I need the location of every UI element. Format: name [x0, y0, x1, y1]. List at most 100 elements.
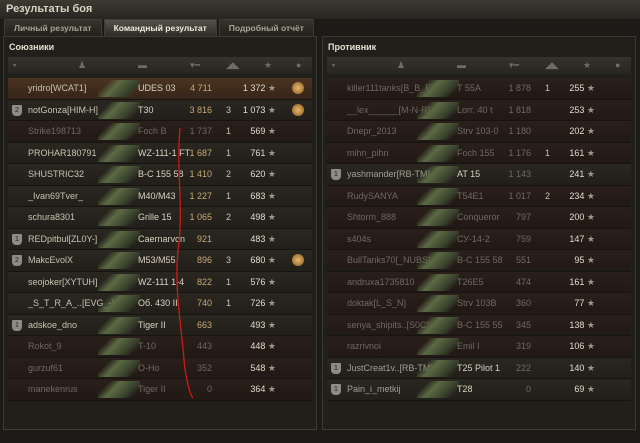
frags-col-icon[interactable]: ◢◣ — [226, 60, 240, 70]
player-name: __lex______[M-N-R] — [347, 104, 431, 115]
xp-number: 726 — [250, 298, 266, 308]
player-row[interactable]: 2 MakcEvolX M53/M55 896 3 680 ★ — [8, 250, 312, 272]
tank-col-icon[interactable]: ▬ — [138, 60, 147, 70]
platoon-badge-icon: 1 — [12, 319, 22, 331]
star-icon: ★ — [267, 212, 276, 222]
frags-col-icon[interactable]: ◢◣ — [545, 60, 559, 70]
player-name: manekenrus — [28, 384, 78, 394]
xp-number: 498 — [250, 212, 266, 222]
star-icon: ★ — [586, 255, 595, 265]
tank-name: Foch 155 — [457, 147, 495, 158]
player-row[interactable]: s404s СУ-14-2 759 147 ★ — [327, 228, 631, 250]
player-row[interactable]: yridro[WCAT1] UDES 03 4 711 1 372 ★ — [8, 78, 312, 100]
player-row[interactable]: Strike198713 Foch B 1 737 1 569 ★ — [8, 121, 312, 143]
xp-value: 77 ★ — [574, 298, 595, 309]
player-row[interactable]: 1 REDpitbul[ZL0Y-] Caernarvon 921 483 ★ — [8, 228, 312, 250]
xp-value: 95 ★ — [574, 255, 595, 266]
tank-name: Conqueror — [457, 212, 500, 222]
tank-name: UDES 03 — [138, 83, 176, 93]
player-name: Strike198713 — [28, 126, 82, 136]
xp-value: 548 ★ — [250, 363, 276, 374]
player-row[interactable]: Shtorm_888 Conqueror 797 200 ★ — [327, 207, 631, 229]
player-row[interactable]: 1 JustCreat1v..[RB-TM] T25 Pilot 1 222 140 ★ — [327, 357, 631, 379]
player-row[interactable]: schura8301 Grille 15 1 065 2 498 ★ — [8, 207, 312, 229]
xp-number: 493 — [250, 319, 266, 330]
player-row[interactable]: Rokot_9 T-10 443 448 ★ — [8, 336, 312, 358]
tank-name: Emil I — [457, 341, 480, 351]
frags-value: 3 — [226, 104, 232, 115]
tank-image — [417, 338, 459, 355]
frags-value: 3 — [226, 255, 232, 265]
platoon-badge-icon: 1 — [12, 233, 22, 245]
star-icon: ★ — [267, 104, 276, 115]
xp-value: 576 ★ — [250, 277, 276, 288]
star-icon: ★ — [586, 298, 595, 308]
tab-detailed[interactable]: Подробный отчёт — [218, 19, 314, 36]
player-col-icon[interactable]: ♟ — [78, 60, 87, 70]
damage-value: 0 — [206, 384, 212, 394]
player-row[interactable]: razrivnoi Emil I 319 106 ★ — [327, 336, 631, 358]
platoon-col-icon[interactable]: ▪ — [13, 60, 17, 70]
player-name: mihn_pihn — [347, 147, 389, 158]
damage-col-icon[interactable]: ▾━ — [190, 60, 200, 70]
player-col-icon[interactable]: ♟ — [397, 60, 406, 70]
player-row[interactable]: senya_shipits..[S0CS] B-C 155 55 345 138 ★ — [327, 314, 631, 336]
star-icon: ★ — [267, 233, 276, 244]
player-row[interactable]: 2 notGonza[HIM-H] T30 3 816 3 1 073 ★ — [8, 99, 312, 121]
tank-image — [98, 101, 140, 119]
damage-value: 1 818 — [508, 104, 531, 115]
frags-value: 1 — [226, 147, 232, 158]
damage-value: 222 — [515, 362, 531, 373]
player-row[interactable]: PROHAR180791 WZ-111-1 FT 1 687 1 761 ★ — [8, 142, 312, 164]
damage-col-icon[interactable]: ▾━ — [509, 60, 519, 70]
player-row[interactable]: mihn_pihn Foch 155 1 176 1 161 ★ — [327, 142, 631, 164]
player-row[interactable]: BullTanks70[_NUBS] B-C 155 58 551 95 ★ — [327, 250, 631, 272]
player-row[interactable]: RudySANYA T54E1 1 017 2 234 ★ — [327, 185, 631, 207]
xp-value: 483 ★ — [250, 234, 276, 245]
player-row[interactable]: killer111tanks[B_B_E] T 55A 1 878 1 255 ★ — [327, 78, 631, 100]
tank-name: WZ-111 1-4 — [138, 276, 185, 287]
medal-icon[interactable] — [292, 103, 304, 116]
player-row[interactable]: Dnepr_2013 Strv 103-0 1 180 202 ★ — [327, 121, 631, 143]
player-name: gurzuf61 — [28, 362, 64, 373]
tab-personal[interactable]: Личный результат — [4, 19, 102, 36]
star-icon: ★ — [267, 298, 276, 308]
player-row[interactable]: 1 yashmander[RB-TM] AT 15 1 143 241 ★ — [327, 164, 631, 186]
player-row[interactable]: doktak[L_S_N] Strv 103B 360 77 ★ — [327, 293, 631, 315]
damage-value: 1 065 — [189, 212, 212, 222]
xp-col-icon[interactable]: ★ — [583, 60, 592, 70]
player-row[interactable]: gurzuf61 O-Ho 352 548 ★ — [8, 357, 312, 379]
star-icon: ★ — [586, 212, 595, 222]
player-name: _Ivan69Tver_ — [28, 190, 84, 201]
tank-name: Tiger II — [138, 319, 166, 330]
tank-name: AT 15 — [457, 169, 481, 179]
damage-value: 551 — [515, 255, 531, 265]
player-row[interactable]: 1 Pain_i_metkij T28 0 69 ★ — [327, 379, 631, 401]
platoon-col-icon[interactable]: ▪ — [332, 60, 336, 70]
player-row[interactable]: seojoker[XYTUH] WZ-111 1-4 822 1 576 ★ — [8, 271, 312, 293]
medal-icon[interactable] — [292, 254, 304, 266]
player-row[interactable]: manekenrus Tiger II 0 364 ★ — [8, 379, 312, 401]
medal-icon[interactable] — [292, 82, 304, 94]
player-name: schura8301 — [28, 212, 76, 222]
tank-col-icon[interactable]: ▬ — [457, 60, 466, 70]
xp-value: 69 ★ — [574, 384, 595, 395]
medal-col-icon[interactable]: ● — [615, 60, 621, 70]
player-row[interactable]: _Ivan69Tver_ M40/M43 1 227 1 683 ★ — [8, 185, 312, 207]
player-name: Shtorm_888 — [347, 212, 397, 222]
xp-value: 138 ★ — [569, 320, 595, 331]
xp-col-icon[interactable]: ★ — [264, 60, 273, 70]
player-name: notGonza[HIM-H] — [28, 104, 99, 115]
tank-name: T54E1 — [457, 190, 484, 201]
player-row[interactable]: _S_T_R_A_..[EVG_-] Об. 430 II 740 1 726 ★ — [8, 293, 312, 315]
xp-number: 761 — [250, 147, 266, 158]
xp-number: 483 — [250, 233, 266, 244]
tab-team[interactable]: Командный результат — [103, 19, 217, 36]
xp-number: 69 — [574, 384, 585, 394]
player-row[interactable]: 1 adskoe_dno Tiger II 663 493 ★ — [8, 314, 312, 336]
player-row[interactable]: andruxa1735810 T26E5 474 161 ★ — [327, 271, 631, 293]
player-row[interactable]: SHUSTRIC32 B-C 155 58 1 410 2 620 ★ — [8, 164, 312, 186]
medal-col-icon[interactable]: ● — [296, 60, 302, 70]
frags-value: 2 — [545, 190, 551, 201]
player-row[interactable]: __lex______[M-N-R] Lorr. 40 t 1 818 253 ★ — [327, 99, 631, 121]
